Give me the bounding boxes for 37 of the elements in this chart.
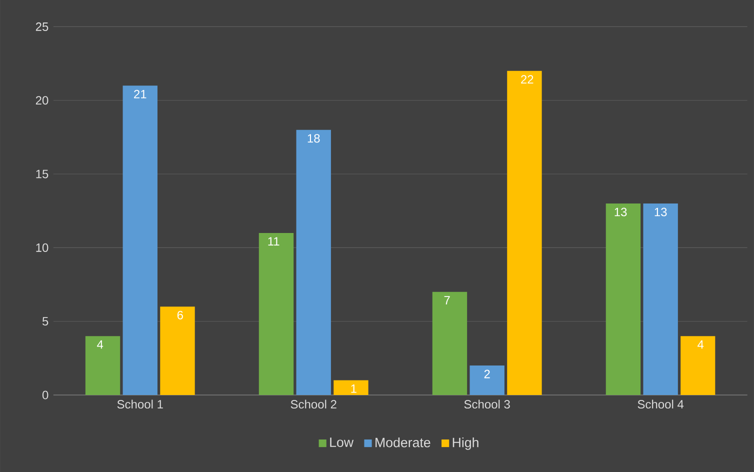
bar [507, 70, 542, 395]
x-tick-label: School 4 [638, 400, 684, 408]
data-label: 22 [521, 74, 534, 84]
bar [470, 365, 504, 395]
data-label: 13 [654, 208, 667, 216]
legend-label: Low [330, 437, 354, 447]
bar [334, 380, 368, 395]
y-tick-label: 15 [36, 170, 48, 178]
bar [680, 336, 716, 395]
bar [296, 130, 331, 395]
x-tick-label: School 2 [290, 400, 336, 408]
bar [160, 306, 195, 395]
legend-label: High [452, 437, 478, 450]
data-label: 4 [97, 340, 104, 348]
bar [432, 292, 468, 395]
legend-label: Moderate [376, 437, 430, 448]
data-label: 11 [268, 237, 280, 246]
data-label: 1 [351, 384, 356, 393]
y-tick-label: 10 [36, 243, 48, 252]
y-tick-label: 20 [36, 96, 48, 104]
x-tick-label: School 3 [464, 400, 510, 408]
data-label: 18 [308, 134, 320, 142]
data-label: 21 [134, 90, 146, 98]
data-label: 4 [698, 340, 704, 348]
y-tick-label: 5 [42, 316, 48, 326]
y-tick-label: 25 [36, 22, 48, 31]
bar [122, 85, 158, 395]
bar [258, 232, 294, 395]
bar [85, 336, 120, 395]
data-label: 2 [484, 370, 490, 378]
data-label: 13 [614, 208, 627, 216]
y-tick-label: 0 [42, 390, 48, 400]
data-label: 6 [177, 310, 183, 320]
bar [643, 203, 678, 395]
x-tick-label: School 1 [117, 400, 163, 408]
data-label: 7 [444, 296, 450, 304]
bar [606, 203, 641, 395]
